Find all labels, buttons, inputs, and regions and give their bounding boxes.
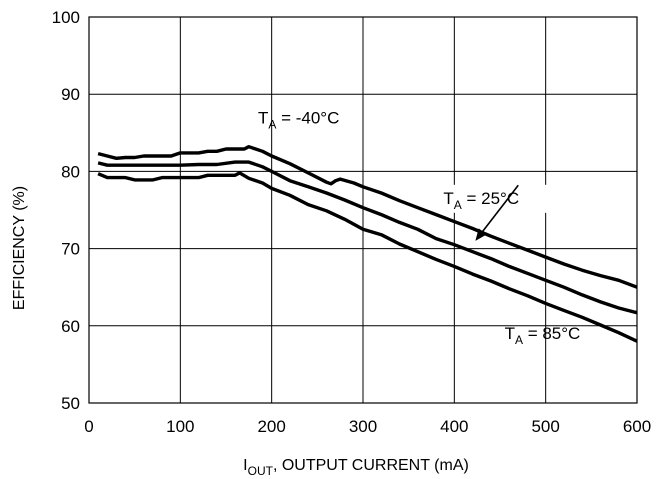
x-axis-title: IOUT, OUTPUT CURRENT (mA) — [243, 457, 469, 478]
y-tick-label-4: 90 — [61, 85, 80, 104]
y-tick-label-0: 50 — [61, 394, 80, 413]
y-tick-label-5: 100 — [52, 8, 80, 27]
x-tick-label-4: 400 — [440, 417, 468, 436]
label-ta-25-arrowhead — [475, 228, 487, 241]
efficiency-curves — [97, 144, 638, 343]
x-tick-label-3: 300 — [349, 417, 377, 436]
label-ta-85: TA = 85°C — [505, 324, 581, 347]
x-tick-label-5: 500 — [531, 417, 559, 436]
x-tick-label-6: 600 — [623, 417, 651, 436]
series-ta-85-line — [97, 171, 638, 343]
plot-frame — [88, 16, 638, 404]
y-tick-labels: 50 60 70 80 90 100 — [52, 8, 80, 413]
series-ta-25-line — [97, 160, 638, 315]
label-ta-25-arrow — [482, 184, 519, 232]
x-tick-label-2: 200 — [257, 417, 285, 436]
series-ta-minus40-line — [97, 144, 638, 289]
curve-labels: TA = -40°C TA = 25°C TA = 85°C — [258, 109, 580, 347]
y-axis-title: EFFICIENCY (%) — [11, 186, 28, 310]
x-tick-label-0: 0 — [84, 417, 93, 436]
y-tick-label-2: 70 — [61, 240, 80, 259]
y-tick-label-1: 60 — [61, 317, 80, 336]
x-tick-labels: 0 100 200 300 400 500 600 — [84, 417, 651, 436]
x-tick-label-1: 100 — [166, 417, 194, 436]
y-tick-label-3: 80 — [61, 162, 80, 181]
label-ta-minus40: TA = -40°C — [258, 109, 339, 132]
